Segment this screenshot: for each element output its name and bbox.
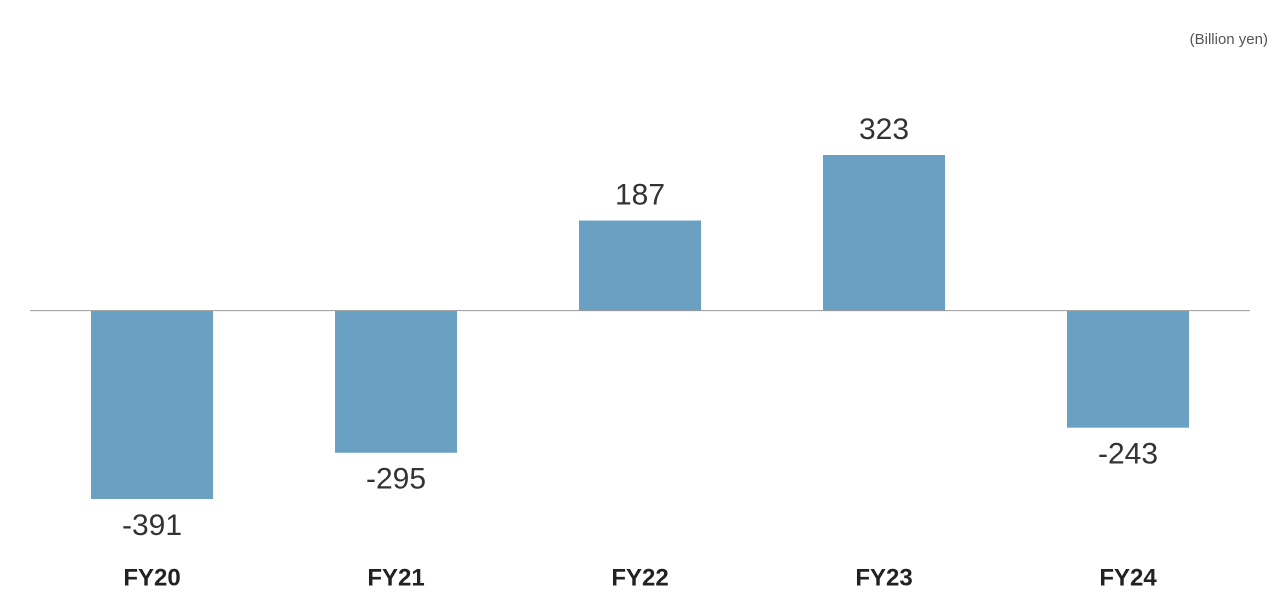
x-tick-label: FY24 [1099, 564, 1157, 591]
bar [1067, 310, 1189, 428]
bar [335, 310, 457, 453]
x-tick-label: FY21 [367, 564, 424, 591]
value-label: -295 [366, 463, 426, 496]
unit-label: (Billion yen) [1190, 31, 1268, 48]
x-tick-label: FY20 [123, 564, 180, 591]
bar [823, 155, 945, 311]
x-tick-label: FY22 [611, 564, 668, 591]
value-label: 323 [859, 113, 909, 146]
bar [91, 310, 213, 499]
value-label: -391 [122, 509, 182, 542]
value-label: -243 [1098, 438, 1158, 471]
value-label: 187 [615, 178, 665, 211]
bar [579, 220, 701, 311]
x-tick-label: FY23 [855, 564, 912, 591]
